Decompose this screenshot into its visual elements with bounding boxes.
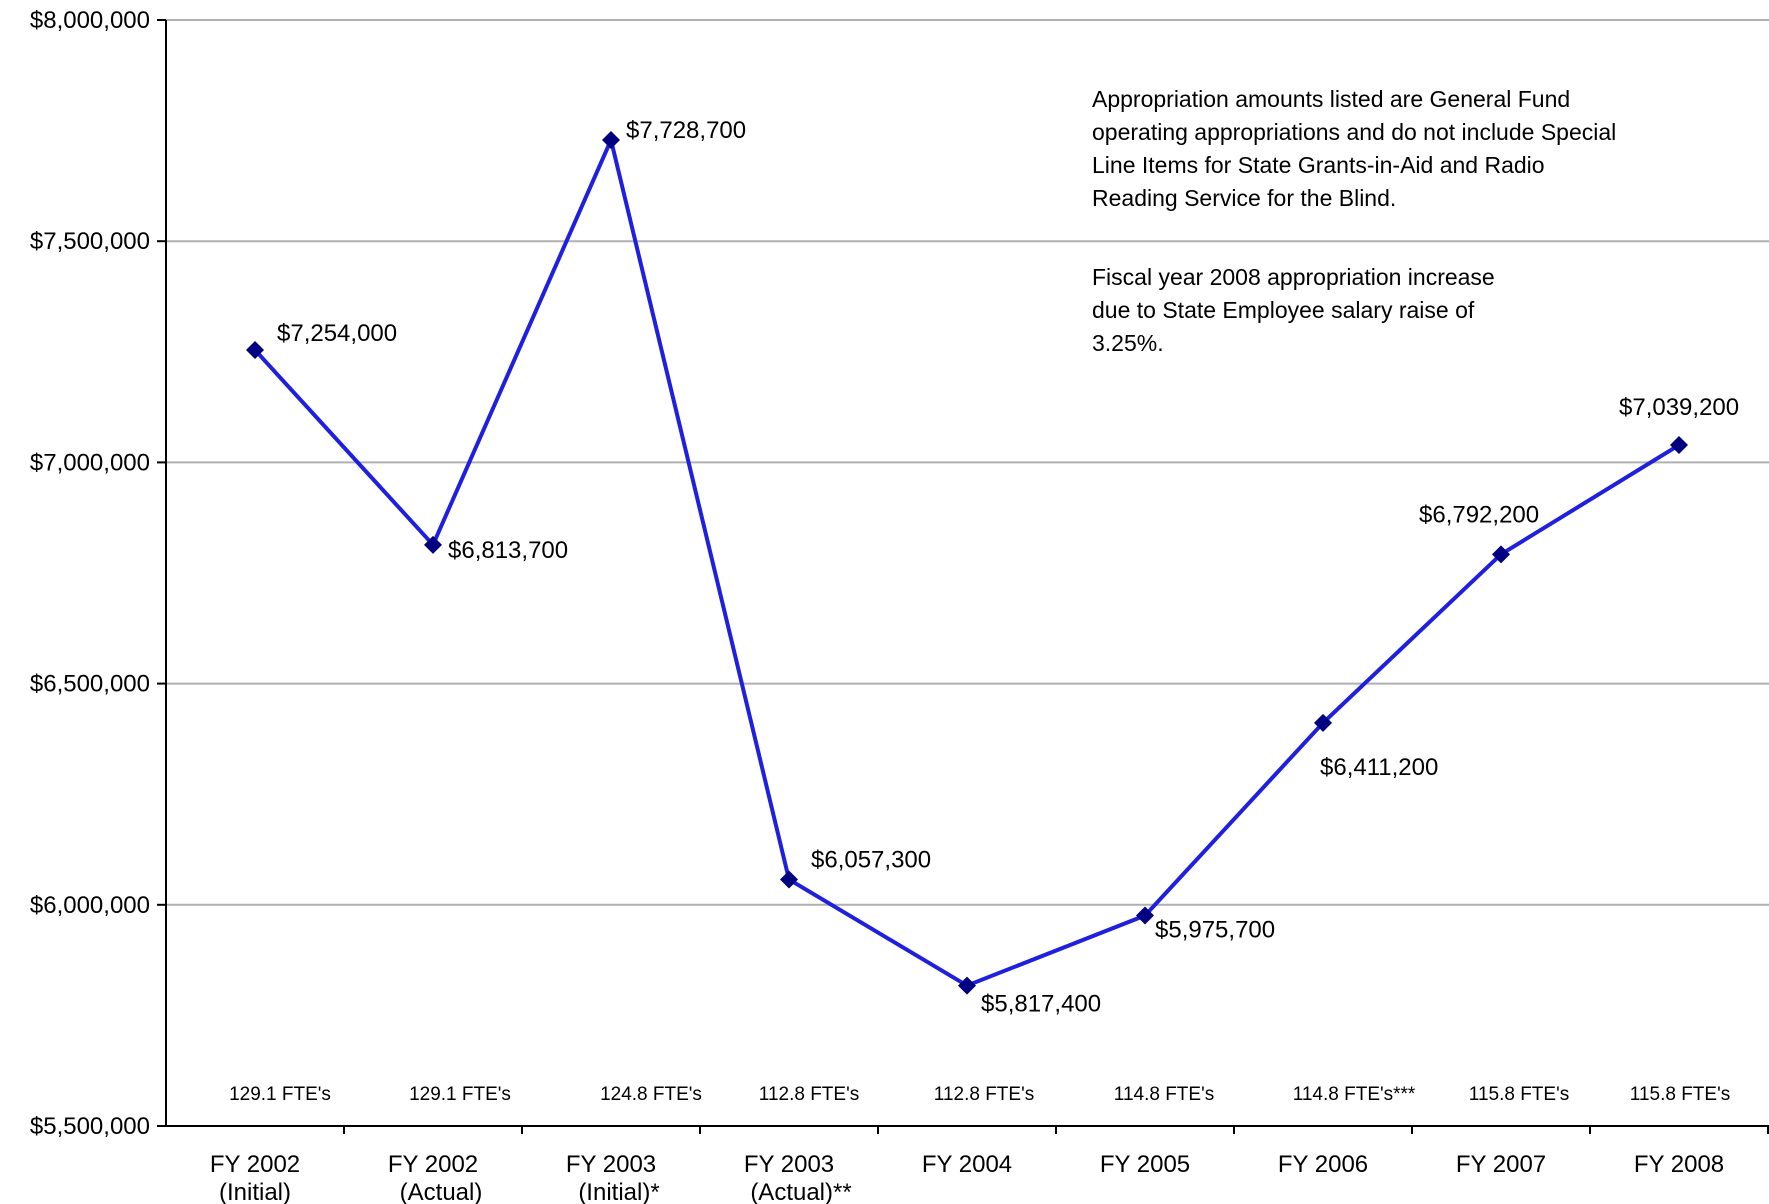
y-tick-label: $6,000,000 — [30, 892, 150, 919]
data-point-marker — [424, 535, 442, 554]
x-tick-label: (Initial) — [219, 1179, 291, 1204]
data-point-marker — [602, 131, 620, 150]
y-tick-label: $7,000,000 — [30, 449, 150, 476]
data-point-marker — [246, 341, 264, 360]
fte-label: 129.1 FTE's — [409, 1084, 511, 1105]
x-axis-ticks: FY 2002(Initial)FY 2002(Actual)FY 2003(I… — [210, 1126, 1769, 1204]
y-tick-label: $7,500,000 — [30, 228, 150, 255]
fte-label: 112.8 FTE's — [934, 1084, 1034, 1105]
data-point-marker — [958, 976, 976, 995]
data-label: $7,254,000 — [277, 320, 397, 347]
x-tick-label: (Actual) — [400, 1179, 483, 1204]
note-line: 3.25%. — [1092, 330, 1164, 356]
gridlines — [166, 19, 1769, 906]
data-point-marker — [1136, 906, 1154, 925]
note-line: Appropriation amounts listed are General… — [1092, 86, 1570, 112]
note-line: Line Items for State Grants-in-Aid and R… — [1092, 152, 1545, 178]
data-point-marker — [1670, 436, 1688, 455]
x-tick-label: FY 2002 — [210, 1151, 300, 1178]
x-tick-label: (Actual)** — [750, 1179, 851, 1204]
y-axis-ticks: $5,500,000 $6,000,000 $6,500,000 $7,000,000… — [30, 7, 166, 1140]
y-tick-label: $6,500,000 — [30, 671, 150, 698]
fte-labels: 129.1 FTE's 129.1 FTE's 124.8 FTE's 112.8 F… — [229, 1084, 1730, 1105]
x-tick-label: FY 2007 — [1456, 1151, 1546, 1178]
data-point-marker — [1492, 545, 1510, 564]
fte-label: 114.8 FTE's*** — [1293, 1084, 1416, 1105]
data-label: $6,411,200 — [1320, 754, 1438, 781]
chart-notes: Appropriation amounts listed are General… — [1092, 86, 1616, 356]
x-tick-label: FY 2005 — [1100, 1151, 1190, 1178]
data-label: $6,813,700 — [448, 537, 568, 564]
y-tick-label: $5,500,000 — [30, 1113, 150, 1140]
data-label: $5,975,700 — [1155, 917, 1275, 944]
x-tick-label: FY 2003 — [744, 1151, 834, 1178]
fte-label: 112.8 FTE's — [759, 1084, 859, 1105]
data-labels: $7,254,000 $6,813,700 $7,728,700 $6,057,300… — [277, 117, 1739, 1018]
y-tick-label: $8,000,000 — [30, 7, 150, 34]
note-line: due to State Employee salary raise of — [1092, 297, 1475, 323]
x-tick-label: FY 2006 — [1278, 1151, 1368, 1178]
fte-label: 129.1 FTE's — [229, 1084, 331, 1105]
fte-label: 114.8 FTE's — [1114, 1084, 1214, 1105]
data-point-marker — [780, 870, 798, 889]
x-tick-label: FY 2002 — [388, 1151, 478, 1178]
data-markers — [246, 131, 1688, 995]
fte-label: 124.8 FTE's — [600, 1084, 702, 1105]
data-label: $7,728,700 — [626, 117, 746, 144]
x-tick-label: (Initial)* — [578, 1179, 659, 1204]
x-tick-label: FY 2008 — [1634, 1151, 1724, 1178]
fte-label: 115.8 FTE's — [1630, 1084, 1730, 1105]
note-line: Fiscal year 2008 appropriation increase — [1092, 264, 1495, 290]
data-label: $6,792,200 — [1419, 501, 1539, 528]
note-line: Reading Service for the Blind. — [1092, 185, 1396, 211]
note-line: operating appropriations and do not incl… — [1092, 119, 1616, 145]
data-label: $5,817,400 — [981, 991, 1101, 1018]
x-tick-label: FY 2003 — [566, 1151, 656, 1178]
fte-label: 115.8 FTE's — [1469, 1084, 1569, 1105]
data-label: $7,039,200 — [1619, 394, 1739, 421]
axes — [165, 20, 1769, 1127]
data-label: $6,057,300 — [811, 846, 931, 873]
x-tick-label: FY 2004 — [922, 1151, 1012, 1178]
data-point-marker — [1314, 713, 1332, 732]
